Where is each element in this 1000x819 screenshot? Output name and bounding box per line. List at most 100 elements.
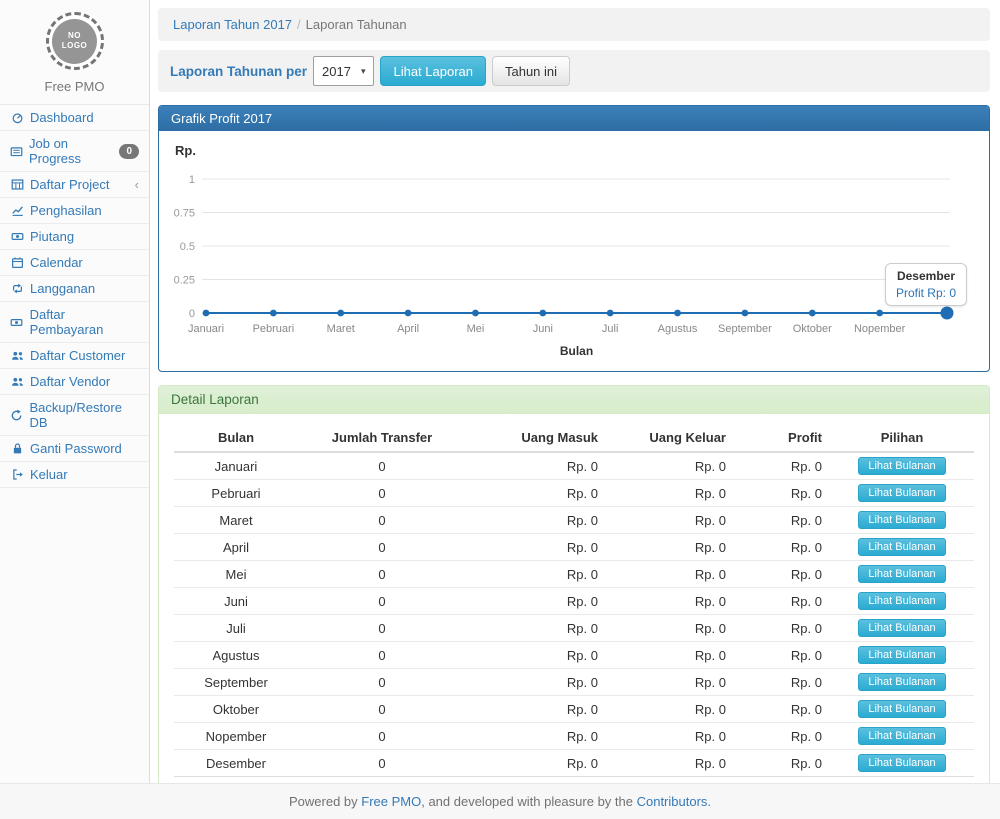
view-report-button[interactable]: Lihat Laporan <box>380 56 486 86</box>
table-cell-action: Lihat Bulanan <box>830 750 974 777</box>
lihat-bulanan-button[interactable]: Lihat Bulanan <box>858 754 945 772</box>
table-cell: Rp. 0 <box>606 723 734 750</box>
sidebar-item-label: Piutang <box>30 229 74 244</box>
lihat-bulanan-button[interactable]: Lihat Bulanan <box>858 700 945 718</box>
current-year-button[interactable]: Tahun ini <box>492 56 570 86</box>
lock-icon <box>10 442 24 455</box>
breadcrumb-link-year-report[interactable]: Laporan Tahun 2017 <box>173 17 292 32</box>
lihat-bulanan-button[interactable]: Lihat Bulanan <box>858 538 945 556</box>
sidebar-item-label: Backup/Restore DB <box>29 400 139 430</box>
table-cell-action: Lihat Bulanan <box>830 588 974 615</box>
total-cell: 0 <box>298 777 466 784</box>
table-cell: Rp. 0 <box>734 452 830 480</box>
sidebar-item-penghasilan[interactable]: Penghasilan <box>0 198 149 224</box>
svg-text:0.5: 0.5 <box>180 241 195 253</box>
column-header: Profit <box>734 424 830 452</box>
svg-text:1: 1 <box>189 174 195 186</box>
sidebar-item-label: Daftar Vendor <box>30 374 110 389</box>
svg-text:Bulan: Bulan <box>560 344 593 358</box>
table-cell: 0 <box>298 723 466 750</box>
table-cell-action: Lihat Bulanan <box>830 669 974 696</box>
line-chart-icon <box>10 204 24 217</box>
table-header-row: BulanJumlah TransferUang MasukUang Kelua… <box>174 424 974 452</box>
svg-text:0.25: 0.25 <box>174 275 195 287</box>
year-select[interactable]: 2017 ▾ <box>313 56 374 86</box>
svg-text:September: September <box>718 323 772 335</box>
lihat-bulanan-button[interactable]: Lihat Bulanan <box>858 565 945 583</box>
lihat-bulanan-button[interactable]: Lihat Bulanan <box>858 484 945 502</box>
column-header: Bulan <box>174 424 298 452</box>
table-cell: Mei <box>174 561 298 588</box>
table-row: Juni0Rp. 0Rp. 0Rp. 0Lihat Bulanan <box>174 588 974 615</box>
tooltip-value: Profit Rp: 0 <box>896 286 956 300</box>
table-cell-action: Lihat Bulanan <box>830 642 974 669</box>
sidebar-item-backup-restore-db[interactable]: Backup/Restore DB <box>0 395 149 436</box>
report-table: BulanJumlah TransferUang MasukUang Kelua… <box>174 424 974 783</box>
sidebar-item-langganan[interactable]: Langganan <box>0 276 149 302</box>
column-header: Uang Masuk <box>466 424 606 452</box>
footer-link-free-pmo[interactable]: Free PMO <box>361 794 421 809</box>
sidebar-item-label: Daftar Pembayaran <box>30 307 139 337</box>
svg-text:0: 0 <box>189 308 195 320</box>
sidebar-item-calendar[interactable]: Calendar <box>0 250 149 276</box>
table-cell: Desember <box>174 750 298 777</box>
footer-link-contributors[interactable]: Contributors. <box>637 794 711 809</box>
table-row: Maret0Rp. 0Rp. 0Rp. 0Lihat Bulanan <box>174 507 974 534</box>
sidebar-item-label: Daftar Project <box>30 177 109 192</box>
table-cell: 0 <box>298 588 466 615</box>
table-cell: Rp. 0 <box>466 642 606 669</box>
table-cell: Rp. 0 <box>466 480 606 507</box>
table-cell-action: Lihat Bulanan <box>830 534 974 561</box>
sidebar-item-ganti-password[interactable]: Ganti Password <box>0 436 149 462</box>
lihat-bulanan-button[interactable]: Lihat Bulanan <box>858 646 945 664</box>
report-filter-bar: Laporan Tahunan per 2017 ▾ Lihat Laporan… <box>158 50 990 92</box>
sidebar-item-label: Keluar <box>30 467 68 482</box>
lihat-bulanan-button[interactable]: Lihat Bulanan <box>858 457 945 475</box>
table-row: Pebruari0Rp. 0Rp. 0Rp. 0Lihat Bulanan <box>174 480 974 507</box>
table-cell-action: Lihat Bulanan <box>830 615 974 642</box>
table-cell: September <box>174 669 298 696</box>
sidebar-item-daftar-project[interactable]: Daftar Project‹ <box>0 172 149 198</box>
sidebar-item-daftar-pembayaran[interactable]: Daftar Pembayaran <box>0 302 149 343</box>
table-total-row: Total0Rp. 0Rp. 0Rp. 0 <box>174 777 974 784</box>
svg-text:Juli: Juli <box>602 323 619 335</box>
table-cell-action: Lihat Bulanan <box>830 723 974 750</box>
table-cell: Rp. 0 <box>734 534 830 561</box>
sidebar-item-daftar-customer[interactable]: Daftar Customer <box>0 343 149 369</box>
lihat-bulanan-button[interactable]: Lihat Bulanan <box>858 511 945 529</box>
table-row: Nopember0Rp. 0Rp. 0Rp. 0Lihat Bulanan <box>174 723 974 750</box>
sidebar-item-label: Calendar <box>30 255 83 270</box>
table-row: Agustus0Rp. 0Rp. 0Rp. 0Lihat Bulanan <box>174 642 974 669</box>
table-cell: Rp. 0 <box>734 507 830 534</box>
lihat-bulanan-button[interactable]: Lihat Bulanan <box>858 727 945 745</box>
tooltip-month: Desember <box>896 269 956 283</box>
svg-text:April: April <box>397 323 419 335</box>
table-cell-action: Lihat Bulanan <box>830 561 974 588</box>
table-cell: Rp. 0 <box>466 723 606 750</box>
svg-text:Nopember: Nopember <box>854 323 906 335</box>
sidebar-item-keluar[interactable]: Keluar <box>0 462 149 488</box>
lihat-bulanan-button[interactable]: Lihat Bulanan <box>858 592 945 610</box>
table-cell: Rp. 0 <box>606 534 734 561</box>
sidebar-item-daftar-vendor[interactable]: Daftar Vendor <box>0 369 149 395</box>
lihat-bulanan-button[interactable]: Lihat Bulanan <box>858 619 945 637</box>
sidebar-item-job-on-progress[interactable]: Job on Progress0 <box>0 131 149 172</box>
footer: Powered by Free PMO, and developed with … <box>0 783 1000 819</box>
sidebar-item-piutang[interactable]: Piutang <box>0 224 149 250</box>
lihat-bulanan-button[interactable]: Lihat Bulanan <box>858 673 945 691</box>
table-cell: Rp. 0 <box>466 452 606 480</box>
main-content: Laporan Tahun 2017/Laporan Tahunan Lapor… <box>150 0 1000 783</box>
table-cell: Rp. 0 <box>606 669 734 696</box>
sidebar-item-label: Penghasilan <box>30 203 102 218</box>
svg-text:Oktober: Oktober <box>793 323 832 335</box>
table-cell-action: Lihat Bulanan <box>830 452 974 480</box>
profit-chart[interactable]: Rp. 10.750.50.250JanuariPebruariMaretApr… <box>159 131 989 371</box>
column-header: Uang Keluar <box>606 424 734 452</box>
sidebar-item-dashboard[interactable]: Dashboard <box>0 105 149 131</box>
table-cell: Rp. 0 <box>606 561 734 588</box>
svg-text:Juni: Juni <box>533 323 553 335</box>
profit-line-chart[interactable]: 10.750.50.250JanuariPebruariMaretAprilMe… <box>174 139 974 363</box>
column-header: Jumlah Transfer <box>298 424 466 452</box>
chart-tooltip: Desember Profit Rp: 0 <box>885 263 967 306</box>
table-cell: Rp. 0 <box>734 480 830 507</box>
